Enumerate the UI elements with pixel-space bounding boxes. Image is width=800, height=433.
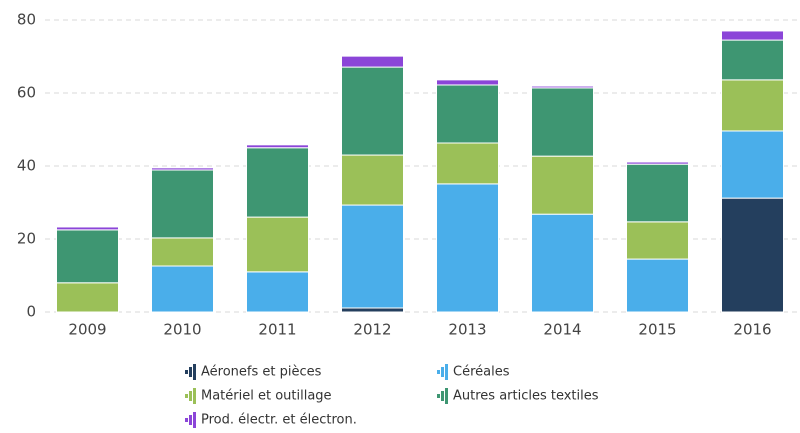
bar-segment — [246, 144, 309, 149]
legend-icon — [185, 370, 188, 374]
legend-label[interactable]: Prod. électr. et électron. — [201, 413, 357, 428]
bar-segment — [341, 204, 404, 309]
bar-segment — [531, 87, 594, 157]
bar-segment — [436, 84, 499, 144]
bar-segment — [56, 229, 119, 284]
legend-icon — [189, 391, 192, 401]
x-tick-label: 2010 — [163, 321, 201, 339]
y-tick-label: 80 — [17, 11, 36, 29]
y-tick-label: 0 — [26, 303, 36, 321]
bar-segment — [531, 85, 594, 89]
x-tick-label: 2015 — [638, 321, 676, 339]
x-tick-label: 2014 — [543, 321, 581, 339]
bar-segment — [721, 30, 784, 41]
bar-segment — [721, 79, 784, 132]
bar-segment — [246, 147, 309, 218]
bar-segment — [721, 130, 784, 199]
legend-icon — [441, 391, 444, 401]
bar-segment — [151, 265, 214, 313]
bar-segment — [151, 167, 214, 171]
legend-icon — [189, 415, 192, 425]
legend-icon — [437, 370, 440, 374]
bar-segment — [531, 155, 594, 215]
legend-icon — [441, 367, 444, 377]
x-tick-label: 2016 — [733, 321, 771, 339]
bar-segment — [436, 183, 499, 313]
bar-segment — [436, 79, 499, 86]
bar-segment — [626, 163, 689, 223]
bar-segment — [246, 216, 309, 273]
legend-icon — [189, 367, 192, 377]
bar-segment — [56, 226, 119, 231]
bar-segment — [721, 39, 784, 81]
y-tick-label: 60 — [17, 84, 36, 102]
legend-icon — [185, 418, 188, 422]
bar-segment — [341, 55, 404, 68]
legend-label[interactable]: Aéronefs et pièces — [201, 365, 322, 380]
legend-label[interactable]: Autres articles textiles — [453, 389, 599, 404]
x-tick-label: 2013 — [448, 321, 486, 339]
bar-segment — [626, 161, 689, 165]
legend-icon — [193, 412, 196, 428]
bar-segment — [151, 169, 214, 239]
y-tick-label: 20 — [17, 230, 36, 248]
bar-segment — [341, 154, 404, 206]
bar-segment — [626, 221, 689, 260]
bar-segment — [436, 142, 499, 185]
x-tick-label: 2009 — [68, 321, 106, 339]
bar-segment — [721, 197, 784, 313]
bar-segment — [626, 258, 689, 313]
y-tick-label: 40 — [17, 157, 36, 175]
x-tick-label: 2011 — [258, 321, 296, 339]
legend-label[interactable]: Matériel et outillage — [201, 389, 332, 404]
legend-icon — [445, 388, 448, 404]
legend-icon — [437, 394, 440, 398]
bar-segment — [531, 213, 594, 313]
x-tick-label: 2012 — [353, 321, 391, 339]
bar-segment — [246, 271, 309, 313]
legend-label[interactable]: Céréales — [453, 365, 510, 380]
bar-segment — [341, 307, 404, 313]
legend-icon — [193, 388, 196, 404]
bar-segment — [341, 66, 404, 156]
bar-segment — [56, 282, 119, 313]
legend-icon — [193, 364, 196, 380]
legend-icon — [445, 364, 448, 380]
bar-segment — [151, 237, 214, 267]
legend-icon — [185, 394, 188, 398]
